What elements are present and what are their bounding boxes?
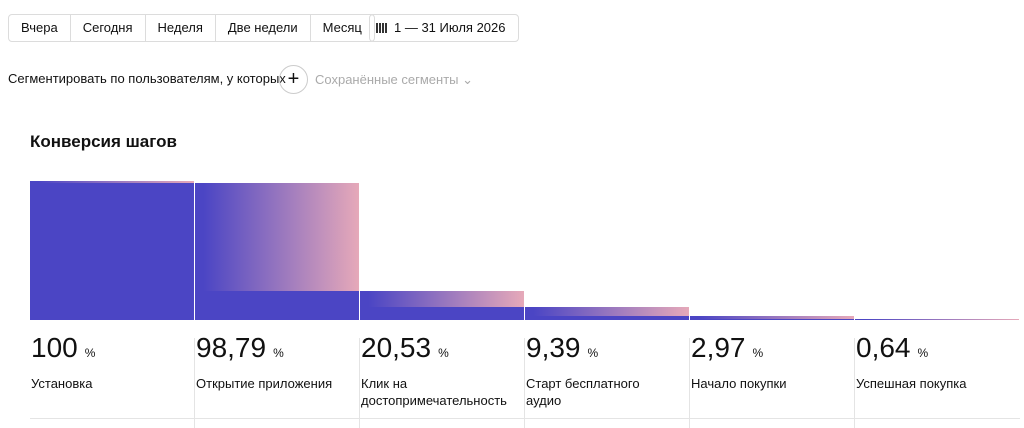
step-value: 100% — [31, 332, 95, 364]
step-label: Старт бесплатного аудио — [526, 376, 640, 408]
saved-segments-text: Сохранённые сегменты — [315, 72, 459, 87]
funnel-bar-next — [30, 182, 194, 320]
step-value-unit: % — [438, 346, 449, 360]
divider — [30, 418, 1020, 419]
step-value-number: 9,39 — [526, 332, 581, 363]
step-value-number: 98,79 — [196, 332, 267, 363]
funnel-bar-next — [360, 306, 524, 320]
column-separator — [524, 338, 525, 428]
column-separator — [689, 338, 690, 428]
step-value: 0,64% — [856, 332, 928, 364]
period-button[interactable]: Вчера — [21, 20, 58, 35]
step-value: 98,79% — [196, 332, 284, 364]
period-button[interactable]: Неделя — [144, 15, 215, 41]
step-label: Начало покупки — [691, 376, 787, 391]
step-value: 9,39% — [526, 332, 598, 364]
funnel-bar-next — [690, 319, 854, 320]
funnel-bar-next — [525, 315, 689, 320]
column-separator — [194, 338, 195, 428]
step-label: Успешная покупка — [856, 376, 967, 391]
step-value: 20,53% — [361, 332, 449, 364]
segment-label: Сегментировать по пользователям, у котор… — [8, 71, 286, 86]
column-separator — [854, 338, 855, 428]
step-value-number: 100 — [31, 332, 78, 363]
step-label: Открытие приложения — [196, 376, 333, 391]
period-selector: Вчера Сегодня Неделя Две недели Месяц — [8, 14, 375, 42]
funnel-bar-next — [195, 291, 359, 320]
step-value: 2,97% — [691, 332, 763, 364]
period-button[interactable]: Сегодня — [69, 15, 145, 41]
column-separator — [359, 338, 360, 428]
step-value-unit: % — [917, 346, 929, 360]
step-value-number: 0,64 — [856, 332, 911, 363]
period-button[interactable]: Месяц — [309, 15, 374, 41]
step-value-number: 20,53 — [361, 332, 432, 363]
step-value-number: 2,97 — [691, 332, 746, 363]
funnel-bar — [855, 319, 1019, 320]
funnel-bar — [690, 315, 854, 320]
step-value-unit: % — [84, 346, 96, 360]
chart-title: Конверсия шагов — [30, 132, 177, 151]
period-button[interactable]: Две недели — [214, 15, 310, 41]
step-value-unit: % — [587, 346, 599, 360]
step-value-unit: % — [273, 346, 284, 360]
add-segment-button[interactable]: + — [279, 65, 308, 94]
date-range-button[interactable]: 1 — 31 Июля 2026 — [369, 14, 519, 42]
step-label: Клик на достопримечательность — [361, 376, 507, 408]
saved-segments-dropdown[interactable]: Сохранённые сегменты ⌄ — [315, 72, 474, 87]
step-value-unit: % — [752, 346, 764, 360]
step-label: Установка — [31, 376, 93, 391]
